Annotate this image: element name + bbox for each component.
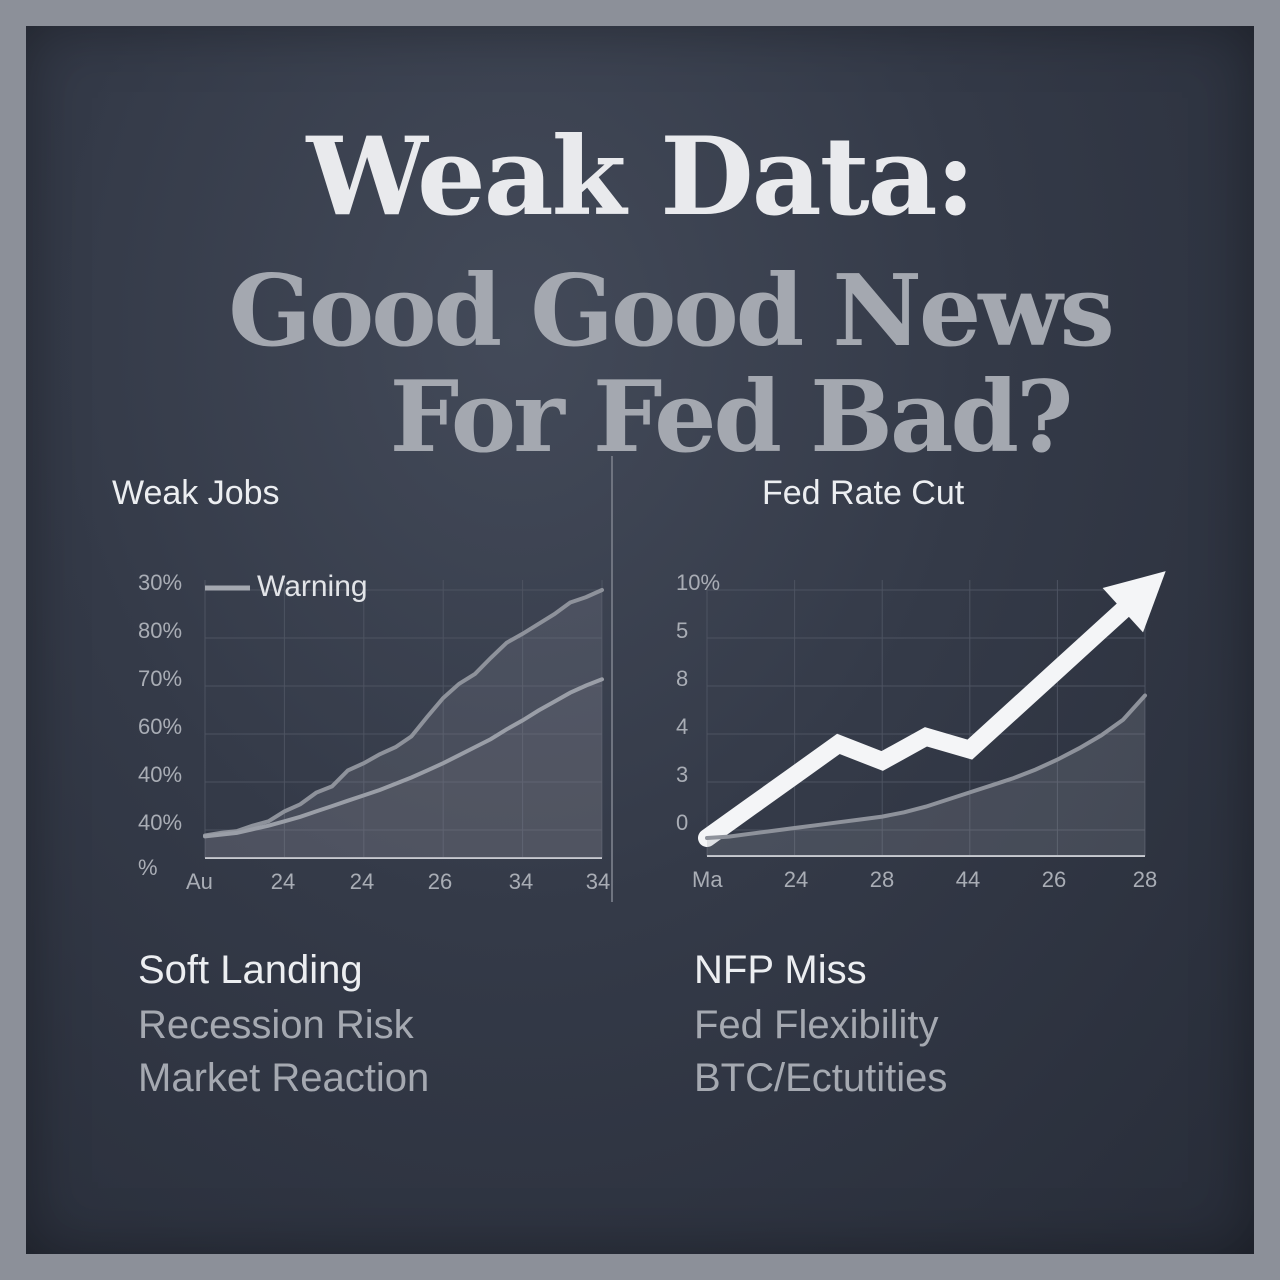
left-chart-x-tick-label: 26: [428, 869, 452, 894]
headline-line-3: For Fed Bad?: [389, 360, 1074, 475]
left-chart-series-0-line: [203, 588, 604, 838]
left-chart-x-tick-label: 24: [271, 869, 295, 894]
headline-line-1: Weak Data:: [306, 114, 976, 240]
left-chart-series-1-line: [203, 677, 604, 839]
left-chart-y-tick-label: %: [138, 855, 158, 880]
left-chart-series-0-area: [205, 590, 602, 858]
right-chart-x-tick-label: 28: [1133, 867, 1157, 892]
left-chart-series-1-area: [205, 679, 602, 858]
left-chart-y-tick-label: 60%: [138, 714, 182, 739]
right-chart-y-tick-label: 4: [676, 714, 688, 739]
right-chart-y-tick-label: 5: [676, 618, 688, 643]
right-chart-y-tick-label: 10%: [676, 570, 720, 595]
footer-left-3: Market Reaction: [138, 1056, 430, 1100]
right-chart: 10% 5 8 4 3 0 Ma 24 28 44 26 28: [676, 570, 1166, 892]
right-chart-x-tick-label: 44: [956, 867, 980, 892]
left-chart-y-tick-label: 40%: [138, 762, 182, 787]
chart-divider: [611, 456, 613, 902]
footer-left-1: Soft Landing: [138, 948, 363, 992]
right-chart-series-0-line: [698, 581, 1154, 847]
right-chart-series-1-line: [705, 693, 1147, 840]
right-chart-title: Fed Rate Cut: [762, 474, 965, 512]
right-chart-x-tick-label: 26: [1042, 867, 1066, 892]
right-chart-x-tick-label: 28: [870, 867, 894, 892]
right-chart-grid: [706, 580, 1146, 856]
right-chart-series-1-area: [707, 695, 1145, 856]
right-chart-x-tick-label: 24: [784, 867, 808, 892]
right-chart-y-tick-label: 0: [676, 810, 688, 835]
right-chart-y-tick-label: 3: [676, 762, 688, 787]
left-chart-x-tick-label: 34: [509, 869, 533, 894]
left-chart-x-tick-label: 24: [350, 869, 374, 894]
right-chart-x-tick-label: Ma: [692, 867, 723, 892]
left-chart-y-tick-label: 80%: [138, 618, 182, 643]
left-chart-y-tick-label: 30%: [138, 570, 182, 595]
footer-left-2: Recession Risk: [138, 1003, 414, 1047]
right-chart-arrow-head: [1102, 571, 1166, 633]
left-chart-x-tick-label: Au: [186, 869, 213, 894]
left-chart-y-tick-label: 70%: [138, 666, 182, 691]
footer-right-3: BTC/Ectutities: [694, 1056, 948, 1100]
left-chart-legend-label: Warning: [257, 570, 368, 603]
footer-right-1: NFP Miss: [694, 948, 867, 992]
poster-frame: Weak Data: Good Good News For Fed Bad?: [26, 26, 1254, 1254]
left-chart-title: Weak Jobs: [112, 474, 280, 512]
left-chart-x-tick-label: 34: [586, 869, 610, 894]
left-chart: 30% 80% 70% 60% 40% 40%% Au 24 24 26 34 34 Warning: [138, 570, 610, 894]
right-chart-y-tick-label: 8: [676, 666, 688, 691]
headline-line-2: Good Good News: [228, 254, 1115, 369]
footer-right-2: Fed Flexibility: [694, 1003, 939, 1047]
left-chart-y-tick-label: 40%: [138, 810, 182, 835]
